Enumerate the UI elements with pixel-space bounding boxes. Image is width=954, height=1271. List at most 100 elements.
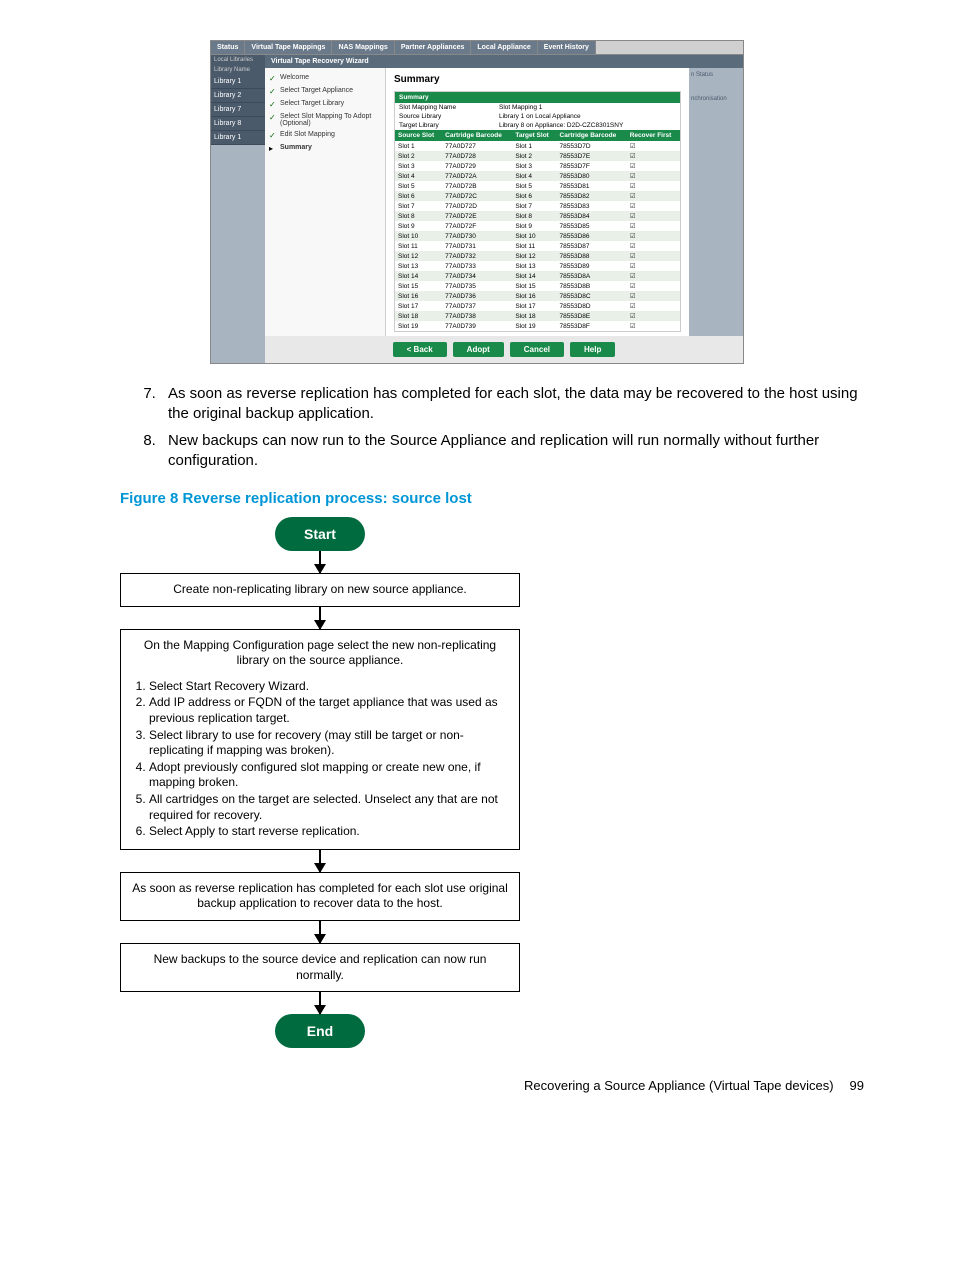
table-cell: 77A0D72F bbox=[442, 221, 512, 231]
wizard-step: ✓Select Target Appliance bbox=[269, 85, 381, 98]
recover-first-checkbox[interactable] bbox=[627, 211, 680, 221]
sidebar-col-header: Library Name bbox=[211, 65, 265, 75]
summary-title: Summary bbox=[394, 74, 681, 85]
recover-first-checkbox[interactable] bbox=[627, 151, 680, 161]
recover-first-checkbox[interactable] bbox=[627, 311, 680, 321]
table-cell: 78553D8C bbox=[557, 291, 627, 301]
table-cell: Slot 10 bbox=[512, 231, 556, 241]
flow-box-new-backups: New backups to the source device and rep… bbox=[120, 943, 520, 992]
recover-first-checkbox[interactable] bbox=[627, 291, 680, 301]
info-row: Source LibraryLibrary 1 on Local Applian… bbox=[395, 112, 680, 121]
table-cell: 78553D8B bbox=[557, 281, 627, 291]
sidebar-item[interactable]: Library 7 bbox=[211, 103, 265, 117]
flowchart: Start Create non-replicating library on … bbox=[120, 517, 520, 1048]
table-cell: Slot 5 bbox=[512, 181, 556, 191]
recover-first-checkbox[interactable] bbox=[627, 181, 680, 191]
recover-first-checkbox[interactable] bbox=[627, 201, 680, 211]
cancel-button[interactable]: Cancel bbox=[510, 342, 564, 357]
wizard-buttons: < Back Adopt Cancel Help bbox=[265, 336, 743, 363]
instruction-list: As soon as reverse replication has compl… bbox=[80, 384, 874, 470]
wizard-step: ▸Summary bbox=[269, 142, 381, 155]
slot-mapping-table: Source SlotCartridge BarcodeTarget SlotC… bbox=[395, 130, 680, 331]
flow-start: Start bbox=[275, 517, 365, 551]
recover-first-checkbox[interactable] bbox=[627, 231, 680, 241]
table-cell: Slot 6 bbox=[512, 191, 556, 201]
table-cell: 77A0D735 bbox=[442, 281, 512, 291]
help-button[interactable]: Help bbox=[570, 342, 615, 357]
recover-first-checkbox[interactable] bbox=[627, 221, 680, 231]
recover-first-checkbox[interactable] bbox=[627, 321, 680, 331]
table-cell: 78553D8A bbox=[557, 271, 627, 281]
flow-step: Add IP address or FQDN of the target app… bbox=[149, 695, 509, 726]
table-cell: Slot 16 bbox=[512, 291, 556, 301]
arrow-icon bbox=[319, 551, 321, 573]
summary-bar: Summary bbox=[395, 92, 680, 103]
wizard-step: ✓Welcome bbox=[269, 72, 381, 85]
back-button[interactable]: < Back bbox=[393, 342, 447, 357]
table-cell: 77A0D729 bbox=[442, 161, 512, 171]
info-value: Slot Mapping 1 bbox=[499, 104, 542, 111]
sidebar-item[interactable]: Library 8 bbox=[211, 117, 265, 131]
table-cell: Slot 5 bbox=[395, 181, 442, 191]
table-cell: 77A0D730 bbox=[442, 231, 512, 241]
table-cell: Slot 12 bbox=[512, 251, 556, 261]
table-cell: Slot 2 bbox=[395, 151, 442, 161]
table-row: Slot 1777A0D737Slot 1778553D8D bbox=[395, 301, 680, 311]
recover-first-checkbox[interactable] bbox=[627, 271, 680, 281]
top-tab[interactable]: Virtual Tape Mappings bbox=[245, 41, 332, 54]
recover-first-checkbox[interactable] bbox=[627, 241, 680, 251]
table-cell: Slot 8 bbox=[395, 211, 442, 221]
top-tab[interactable]: Partner Appliances bbox=[395, 41, 472, 54]
top-tab[interactable]: NAS Mappings bbox=[332, 41, 394, 54]
recover-first-checkbox[interactable] bbox=[627, 191, 680, 201]
recover-first-checkbox[interactable] bbox=[627, 281, 680, 291]
table-row: Slot 1977A0D739Slot 1978553D8F bbox=[395, 321, 680, 331]
table-row: Slot 177A0D727Slot 178553D7D bbox=[395, 141, 680, 151]
check-icon: ✓ bbox=[269, 87, 277, 96]
wizard-step-label: Welcome bbox=[280, 74, 309, 81]
list-item: New backups can now run to the Source Ap… bbox=[160, 431, 874, 470]
table-cell: 78553D8E bbox=[557, 311, 627, 321]
wizard-screenshot: StatusVirtual Tape MappingsNAS MappingsP… bbox=[210, 40, 744, 364]
flow-box-title: On the Mapping Configuration page select… bbox=[131, 638, 509, 675]
table-cell: 77A0D72E bbox=[442, 211, 512, 221]
table-cell: Slot 7 bbox=[395, 201, 442, 211]
flow-box-create-library: Create non-replicating library on new so… bbox=[120, 573, 520, 607]
wizard-step: ✓Edit Slot Mapping bbox=[269, 129, 381, 142]
recover-first-checkbox[interactable] bbox=[627, 261, 680, 271]
table-cell: Slot 9 bbox=[395, 221, 442, 231]
slot-header: Recover First bbox=[627, 130, 680, 141]
table-cell: Slot 4 bbox=[395, 171, 442, 181]
top-tab[interactable]: Status bbox=[211, 41, 245, 54]
table-cell: 77A0D72A bbox=[442, 171, 512, 181]
arrow-icon bbox=[319, 921, 321, 943]
recover-first-checkbox[interactable] bbox=[627, 161, 680, 171]
flow-box-recover-data: As soon as reverse replication has compl… bbox=[120, 872, 520, 921]
summary-panel: Summary Summary Slot Mapping NameSlot Ma… bbox=[386, 68, 689, 336]
adopt-button[interactable]: Adopt bbox=[453, 342, 504, 357]
table-cell: 78553D86 bbox=[557, 231, 627, 241]
table-cell: Slot 1 bbox=[512, 141, 556, 151]
sidebar-item[interactable]: Library 1 bbox=[211, 75, 265, 89]
table-row: Slot 377A0D729Slot 378553D7F bbox=[395, 161, 680, 171]
info-label: Slot Mapping Name bbox=[399, 104, 499, 111]
top-tabs: StatusVirtual Tape MappingsNAS MappingsP… bbox=[211, 41, 743, 55]
top-tab[interactable]: Local Appliance bbox=[471, 41, 537, 54]
recover-first-checkbox[interactable] bbox=[627, 171, 680, 181]
top-tab[interactable]: Event History bbox=[538, 41, 596, 54]
table-cell: 78553D85 bbox=[557, 221, 627, 231]
recover-first-checkbox[interactable] bbox=[627, 251, 680, 261]
table-cell: 78553D8D bbox=[557, 301, 627, 311]
table-cell: 78553D8F bbox=[557, 321, 627, 331]
table-row: Slot 1277A0D732Slot 1278553D88 bbox=[395, 251, 680, 261]
table-cell: 77A0D72B bbox=[442, 181, 512, 191]
table-cell: Slot 15 bbox=[512, 281, 556, 291]
wizard-step-label: Select Slot Mapping To Adopt (Optional) bbox=[280, 113, 381, 127]
recover-first-checkbox[interactable] bbox=[627, 301, 680, 311]
table-cell: Slot 16 bbox=[395, 291, 442, 301]
recover-first-checkbox[interactable] bbox=[627, 141, 680, 151]
table-cell: Slot 19 bbox=[395, 321, 442, 331]
sidebar-item[interactable]: Library 2 bbox=[211, 89, 265, 103]
table-cell: 78553D87 bbox=[557, 241, 627, 251]
sidebar-item[interactable]: Library 1 bbox=[211, 131, 265, 145]
